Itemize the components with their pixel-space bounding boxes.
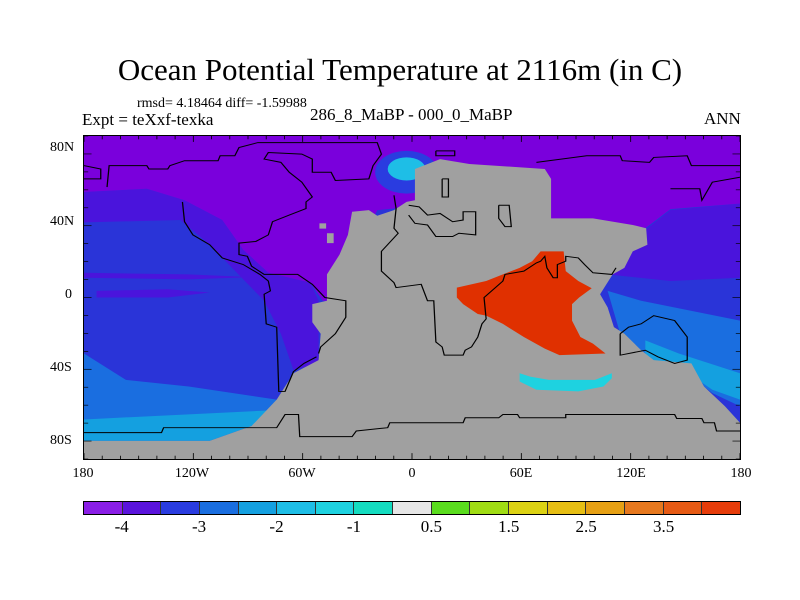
colorbar-swatch (84, 502, 123, 514)
colorbar-label: 1.5 (498, 517, 520, 536)
season-label: ANN (704, 109, 741, 128)
coastline-inner (408, 204, 477, 238)
colorbar-label: 0.5 (420, 517, 442, 536)
x-tick-label: 120W (174, 466, 210, 481)
x-tick-label: 180 (730, 466, 752, 481)
ocean-band-violet-streak2 (96, 289, 210, 298)
ocean-band-violet-streak1 (84, 272, 252, 280)
ocean-band-purple (84, 136, 740, 301)
land-island (319, 223, 327, 229)
y-tick-label: 40N (50, 214, 75, 229)
coastline-asia-north (536, 155, 740, 167)
colorbar-swatch (431, 502, 471, 514)
coastline-antarctica (84, 414, 740, 438)
y-tick-label: 0 (65, 287, 72, 302)
colorbar-swatch (238, 502, 278, 514)
colorbar-swatch (470, 502, 510, 514)
x-tick-label: 60W (288, 466, 316, 481)
coastline-eurasia (435, 150, 456, 157)
temperature-map (83, 135, 741, 460)
colorbar-label: -2 (269, 517, 284, 536)
x-tick-label: 0 (408, 466, 416, 481)
colorbar-swatch (393, 502, 432, 514)
colorbar-label: -4 (114, 517, 129, 536)
coastline-island (441, 178, 450, 198)
colorbar-label: 2.5 (575, 517, 597, 536)
ocean-band-blue-sw (84, 353, 277, 421)
axis-ticks (84, 136, 740, 459)
coastline-africa (380, 195, 617, 356)
stats-text: rmsd= 4.18464 diff= -1.59988 (137, 96, 307, 111)
colorbar-label: -1 (346, 517, 362, 536)
plot-title: Ocean Potential Temperature at 2116m (in… (117, 52, 683, 87)
colorbar-swatch (161, 502, 200, 514)
x-tick-label: 120E (616, 466, 646, 481)
warm-anomaly-region (456, 251, 606, 356)
colorbar-swatch (624, 502, 664, 514)
coastline-south-america (84, 165, 102, 180)
experiment-label: Expt = teXxf-texka (82, 110, 214, 129)
case-comparison-label: 286_8_MaBP - 000_0_MaBP (310, 105, 513, 124)
coastline-outlines (84, 142, 740, 438)
y-tick-label: 80N (50, 140, 75, 155)
colorbar-swatch (586, 502, 625, 514)
ocean-band-cyan-sw (84, 410, 273, 441)
colorbar-swatch (354, 502, 394, 514)
coastline-asia-east (670, 176, 740, 203)
colorbar-swatch (663, 502, 703, 514)
colorbar-swatch (547, 502, 587, 514)
southern-cyan-strip (519, 373, 612, 392)
y-tick-label: 80S (50, 433, 72, 448)
colorbar-swatch (509, 502, 548, 514)
colorbar-swatch (122, 502, 162, 514)
ocean-band-violet-east (607, 203, 740, 282)
colorbar-swatch (199, 502, 239, 514)
colorbar-swatch (315, 502, 355, 514)
coastline-pacific-west (181, 201, 317, 392)
colorbar-label: 3.5 (652, 517, 675, 536)
y-tick-label: 40S (50, 360, 72, 375)
coastline-se-asia (619, 315, 688, 364)
coastline-island (498, 204, 512, 228)
coastline-north-america (106, 142, 383, 354)
land-island (326, 233, 334, 244)
colorbar-swatch (702, 502, 740, 514)
colorbar (83, 501, 741, 515)
colorbar-swatch (277, 502, 316, 514)
ocean-band-violet-west (84, 188, 319, 371)
x-tick-label: 180 (72, 466, 94, 481)
x-tick-label: 60E (509, 466, 533, 481)
colorbar-label: -3 (192, 517, 207, 536)
